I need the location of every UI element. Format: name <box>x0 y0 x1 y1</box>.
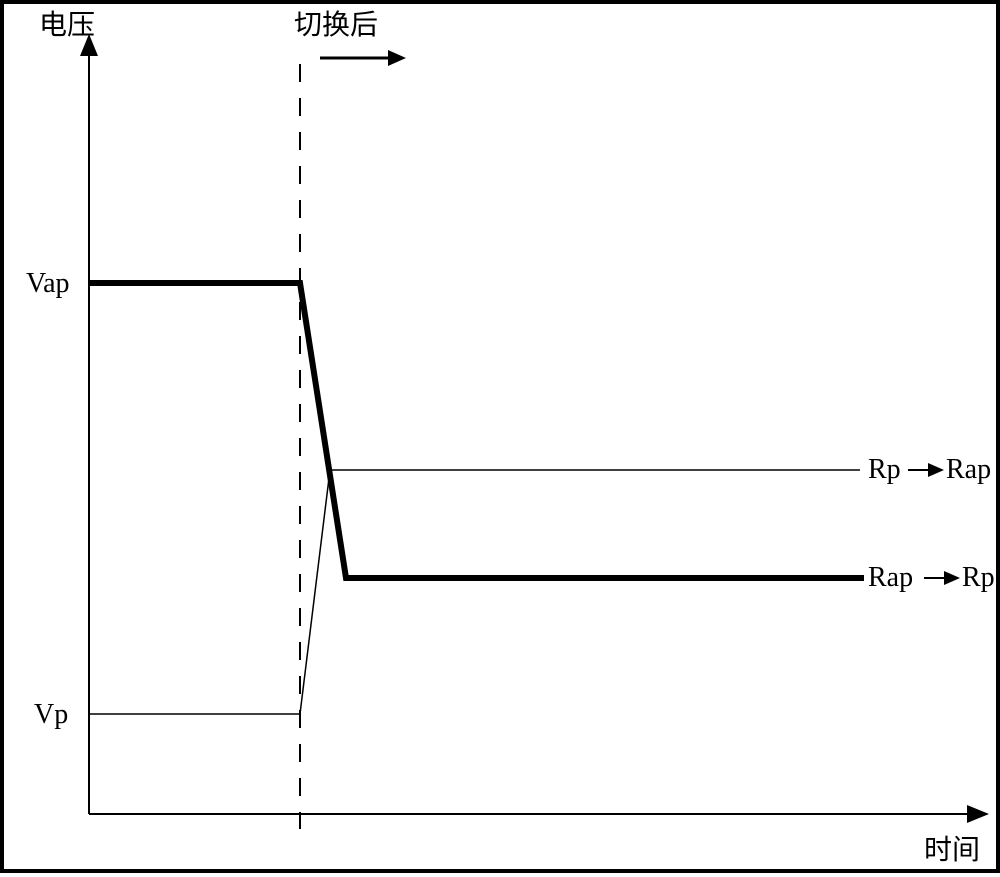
ytick-vp: Vp <box>34 699 68 730</box>
switch-label: 切换后 <box>294 9 378 41</box>
bold-end-main: Rap <box>868 562 913 593</box>
y-axis-label: 电压 <box>39 9 95 41</box>
thin-end-main: Rp <box>868 454 901 485</box>
bold-end-sub: Rp <box>962 562 995 593</box>
series-thin <box>89 470 860 714</box>
thin-end-arrow-head <box>928 463 944 477</box>
series-bold <box>89 283 864 578</box>
chart-svg: 电压 时间 切换后 Vap Vp Rp Rap Rap Rp <box>4 4 1000 877</box>
x-axis-arrow <box>967 805 989 823</box>
x-axis-label: 时间 <box>924 834 980 866</box>
thin-end-sub: Rap <box>946 454 991 485</box>
switch-arrow-head <box>388 50 406 66</box>
voltage-time-figure: 电压 时间 切换后 Vap Vp Rp Rap Rap Rp <box>0 0 1000 873</box>
bold-end-arrow-head <box>944 571 960 585</box>
ytick-vap: Vap <box>26 268 70 299</box>
